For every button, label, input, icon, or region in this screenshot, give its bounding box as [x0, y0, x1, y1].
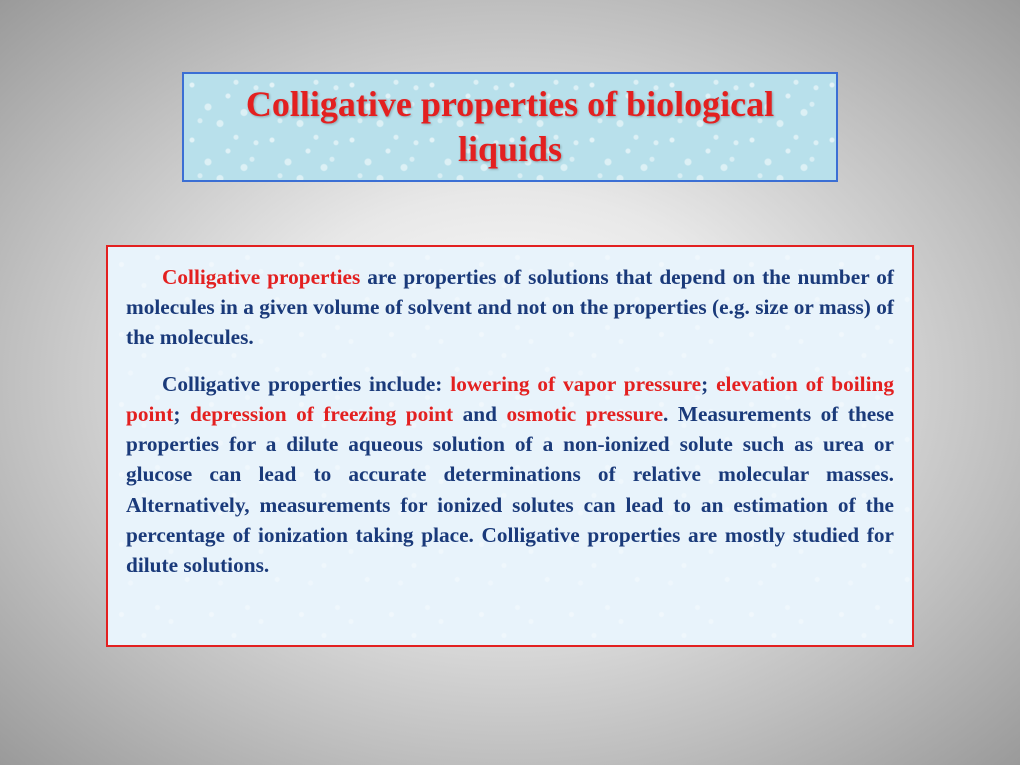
p2-rest: Measurements of these properties for a d… [126, 402, 894, 577]
p2-sep-2: ; [173, 402, 190, 426]
paragraph-2: Colligative properties include: lowering… [126, 369, 894, 581]
paragraph-1: Colligative properties are properties of… [126, 262, 894, 353]
p2-period: . [663, 402, 678, 426]
p2-item-3: depression of freezing point [190, 402, 453, 426]
p2-intro: Colligative properties include: [162, 372, 450, 396]
p1-highlight: Colligative properties [162, 265, 360, 289]
p2-sep-1: ; [701, 372, 716, 396]
content-box: Colligative properties are properties of… [106, 245, 914, 647]
title-box: Colligative properties of biological liq… [182, 72, 838, 182]
p2-item-1: lowering of vapor pressure [450, 372, 701, 396]
p2-and: and [453, 402, 506, 426]
slide-title: Colligative properties of biological liq… [204, 82, 816, 172]
p2-item-4: osmotic pressure [506, 402, 663, 426]
